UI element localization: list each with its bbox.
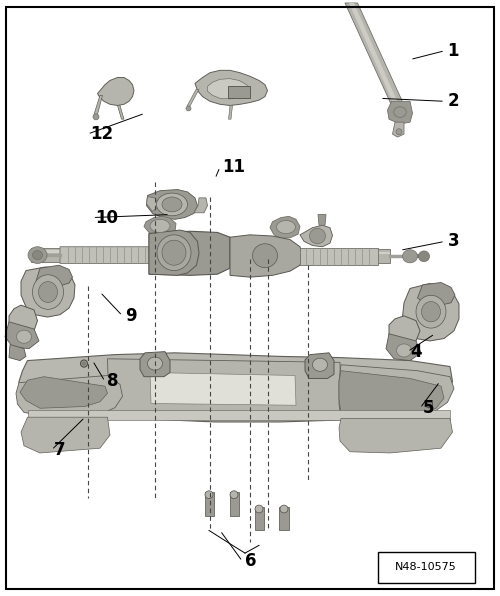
Text: 6: 6 — [245, 552, 256, 570]
Polygon shape — [345, 3, 405, 107]
Polygon shape — [386, 334, 421, 361]
Text: 2: 2 — [448, 92, 459, 110]
Polygon shape — [150, 372, 296, 405]
Polygon shape — [146, 190, 198, 219]
Ellipse shape — [82, 362, 86, 365]
Polygon shape — [144, 216, 176, 235]
Ellipse shape — [32, 275, 64, 309]
Polygon shape — [94, 95, 102, 114]
Ellipse shape — [28, 247, 47, 263]
Ellipse shape — [162, 197, 182, 212]
Text: 4: 4 — [410, 343, 422, 361]
Ellipse shape — [416, 295, 446, 328]
Ellipse shape — [402, 250, 417, 263]
Text: 11: 11 — [222, 158, 246, 176]
Polygon shape — [149, 230, 199, 275]
Polygon shape — [339, 371, 444, 417]
Ellipse shape — [418, 251, 430, 262]
Bar — [228, 86, 250, 98]
Ellipse shape — [396, 344, 411, 357]
Text: 7: 7 — [54, 441, 66, 459]
Polygon shape — [19, 353, 452, 422]
Ellipse shape — [428, 403, 430, 405]
Text: N48-10575: N48-10575 — [396, 563, 457, 572]
Text: 10: 10 — [95, 209, 118, 226]
Polygon shape — [339, 418, 452, 453]
Polygon shape — [318, 215, 326, 225]
Polygon shape — [230, 235, 302, 277]
Polygon shape — [300, 249, 390, 263]
Bar — [378, 552, 475, 583]
Polygon shape — [349, 3, 400, 107]
Ellipse shape — [230, 491, 238, 498]
Ellipse shape — [280, 505, 288, 513]
Ellipse shape — [80, 360, 87, 367]
Polygon shape — [98, 77, 134, 105]
Ellipse shape — [252, 244, 278, 268]
Polygon shape — [402, 284, 459, 341]
Ellipse shape — [276, 221, 295, 234]
Polygon shape — [21, 267, 75, 317]
Polygon shape — [388, 101, 412, 124]
Ellipse shape — [205, 491, 213, 498]
Ellipse shape — [422, 302, 440, 322]
Polygon shape — [146, 197, 159, 212]
Polygon shape — [60, 247, 150, 263]
Polygon shape — [254, 507, 264, 530]
Polygon shape — [204, 492, 214, 516]
Polygon shape — [389, 316, 420, 346]
Polygon shape — [195, 70, 268, 105]
Polygon shape — [339, 365, 454, 420]
Ellipse shape — [156, 193, 188, 216]
Polygon shape — [270, 216, 300, 238]
Polygon shape — [31, 250, 150, 253]
Polygon shape — [300, 252, 390, 254]
Text: 3: 3 — [448, 232, 459, 250]
Polygon shape — [208, 79, 250, 99]
Polygon shape — [21, 417, 110, 453]
Ellipse shape — [162, 240, 186, 265]
Ellipse shape — [310, 228, 326, 244]
Ellipse shape — [186, 106, 191, 111]
Polygon shape — [194, 198, 207, 213]
Polygon shape — [140, 352, 170, 377]
Polygon shape — [36, 265, 72, 286]
Polygon shape — [118, 105, 124, 119]
Text: 12: 12 — [90, 125, 113, 143]
Ellipse shape — [38, 282, 58, 303]
Ellipse shape — [150, 219, 170, 232]
Text: 1: 1 — [448, 42, 459, 60]
Polygon shape — [20, 377, 108, 408]
Polygon shape — [28, 410, 450, 420]
Ellipse shape — [394, 107, 406, 117]
Ellipse shape — [93, 114, 99, 120]
Text: 5: 5 — [422, 399, 434, 417]
Ellipse shape — [396, 129, 402, 135]
Polygon shape — [187, 89, 199, 106]
Ellipse shape — [255, 505, 263, 513]
Ellipse shape — [148, 357, 162, 370]
Polygon shape — [9, 305, 38, 335]
Polygon shape — [228, 105, 232, 119]
Polygon shape — [418, 283, 455, 305]
Ellipse shape — [426, 401, 432, 408]
Polygon shape — [5, 322, 39, 349]
Text: 9: 9 — [125, 307, 136, 325]
Ellipse shape — [32, 250, 42, 260]
Polygon shape — [230, 492, 238, 516]
Polygon shape — [31, 248, 150, 262]
Polygon shape — [149, 231, 230, 275]
Polygon shape — [108, 359, 341, 416]
Ellipse shape — [157, 235, 191, 271]
Polygon shape — [280, 507, 288, 530]
Polygon shape — [16, 375, 122, 417]
Text: 8: 8 — [108, 372, 119, 390]
Polygon shape — [305, 353, 334, 378]
Polygon shape — [300, 248, 378, 265]
Polygon shape — [300, 225, 332, 247]
Polygon shape — [9, 344, 26, 361]
Polygon shape — [392, 122, 404, 137]
Ellipse shape — [16, 330, 32, 343]
Ellipse shape — [312, 358, 328, 371]
